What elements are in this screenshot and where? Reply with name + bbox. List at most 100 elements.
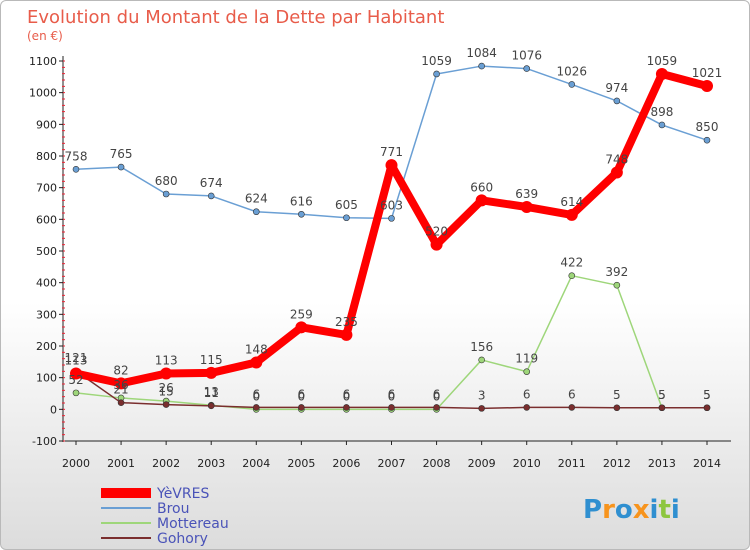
x-tick-label: 2003 bbox=[197, 457, 225, 470]
data-label: 1076 bbox=[511, 49, 542, 63]
x-tick-label: 2011 bbox=[558, 457, 586, 470]
x-tick-label: 2002 bbox=[152, 457, 180, 470]
logo-letter: t bbox=[658, 495, 670, 525]
data-point bbox=[207, 402, 215, 410]
data-label: 6 bbox=[523, 387, 531, 401]
data-point bbox=[568, 272, 576, 280]
data-label: 113 bbox=[65, 354, 88, 368]
data-label: 5 bbox=[703, 388, 711, 402]
x-tick-label: 2005 bbox=[287, 457, 315, 470]
data-point bbox=[117, 399, 125, 406]
data-label: 0 bbox=[388, 389, 396, 403]
data-label: 898 bbox=[650, 105, 673, 119]
data-label: 1059 bbox=[421, 54, 452, 68]
data-point bbox=[610, 166, 623, 179]
legend-label-gohory: Gohory bbox=[157, 531, 208, 547]
data-label: 6 bbox=[343, 387, 351, 401]
series-yèvres bbox=[70, 67, 713, 390]
y-tick-label: 500 bbox=[36, 245, 57, 258]
data-label: 115 bbox=[200, 353, 223, 367]
data-label: 235 bbox=[335, 315, 358, 329]
data-label: 5 bbox=[658, 388, 666, 402]
data-point bbox=[565, 208, 578, 221]
y-tick-label: 0 bbox=[50, 403, 57, 416]
logo-letter: r bbox=[602, 495, 615, 525]
data-label: 1026 bbox=[557, 64, 588, 78]
y-tick-label: 900 bbox=[36, 118, 57, 131]
y-tick-label: 400 bbox=[36, 277, 57, 290]
data-label: 6 bbox=[252, 387, 260, 401]
data-label: 1059 bbox=[647, 54, 678, 68]
data-label: 259 bbox=[290, 307, 313, 321]
y-tick-label: 600 bbox=[36, 213, 57, 226]
data-label: 156 bbox=[470, 340, 493, 354]
data-point bbox=[523, 368, 531, 375]
data-point bbox=[520, 200, 533, 213]
data-label: 1084 bbox=[466, 46, 497, 60]
data-point bbox=[162, 401, 170, 408]
data-point bbox=[70, 367, 82, 380]
data-label: 6 bbox=[298, 387, 306, 401]
y-tick-label: 200 bbox=[36, 340, 57, 353]
data-point bbox=[388, 215, 395, 222]
data-label: 5 bbox=[703, 388, 711, 402]
data-label: 1021 bbox=[692, 66, 723, 80]
logo-letter: i bbox=[650, 495, 659, 525]
y-tick-label: 300 bbox=[36, 308, 57, 321]
y-tick-label: 800 bbox=[36, 150, 57, 163]
data-point bbox=[433, 404, 440, 411]
data-point bbox=[340, 328, 353, 341]
data-point bbox=[388, 404, 395, 411]
data-point bbox=[658, 404, 666, 412]
logo-letter: i bbox=[671, 495, 680, 525]
chart-subtitle: (en €) bbox=[27, 29, 63, 43]
chart-title: Evolution du Montant de la Dette par Hab… bbox=[27, 7, 444, 28]
data-label: 422 bbox=[560, 256, 583, 270]
data-point bbox=[207, 192, 215, 200]
data-label: 765 bbox=[110, 147, 133, 161]
logo-letter: x bbox=[633, 495, 650, 525]
data-label: 5 bbox=[613, 388, 621, 402]
data-point bbox=[298, 404, 305, 411]
y-tick-label: 100 bbox=[36, 372, 57, 385]
data-label: 624 bbox=[245, 192, 268, 206]
y-tick-label: 700 bbox=[36, 182, 57, 195]
legend-label-mottereau: Mottereau bbox=[157, 516, 229, 532]
data-label: 15 bbox=[159, 385, 174, 399]
x-tick-label: 2010 bbox=[513, 457, 541, 470]
data-point bbox=[701, 80, 713, 93]
data-point bbox=[568, 404, 576, 411]
data-label: 6 bbox=[433, 387, 441, 401]
data-label: 82 bbox=[113, 363, 128, 377]
data-point bbox=[478, 356, 485, 364]
data-point bbox=[343, 404, 350, 411]
data-label: 5 bbox=[658, 388, 666, 402]
logo-letter: o bbox=[615, 495, 633, 525]
data-point bbox=[523, 404, 531, 411]
data-point bbox=[205, 366, 218, 379]
data-label: 392 bbox=[605, 265, 628, 279]
data-point bbox=[568, 81, 576, 88]
logo-letter: P bbox=[583, 495, 602, 525]
legend-label-brou: Brou bbox=[157, 501, 190, 517]
data-point bbox=[162, 190, 170, 198]
data-point bbox=[298, 210, 305, 218]
data-point bbox=[430, 238, 443, 251]
x-tick-label: 2009 bbox=[468, 457, 496, 470]
x-tick-label: 2014 bbox=[693, 457, 721, 470]
data-point bbox=[703, 136, 711, 144]
x-tick-label: 2013 bbox=[648, 457, 676, 470]
data-label: 6 bbox=[568, 387, 576, 401]
series-brou bbox=[72, 62, 711, 222]
legend-label-yèvres: YèVRES bbox=[156, 486, 209, 502]
data-label: 850 bbox=[696, 120, 719, 134]
data-label: 3 bbox=[478, 388, 486, 402]
data-point bbox=[72, 166, 80, 173]
data-point bbox=[385, 159, 398, 172]
x-tick-label: 2012 bbox=[603, 457, 631, 470]
y-tick-label: 1100 bbox=[29, 55, 57, 68]
